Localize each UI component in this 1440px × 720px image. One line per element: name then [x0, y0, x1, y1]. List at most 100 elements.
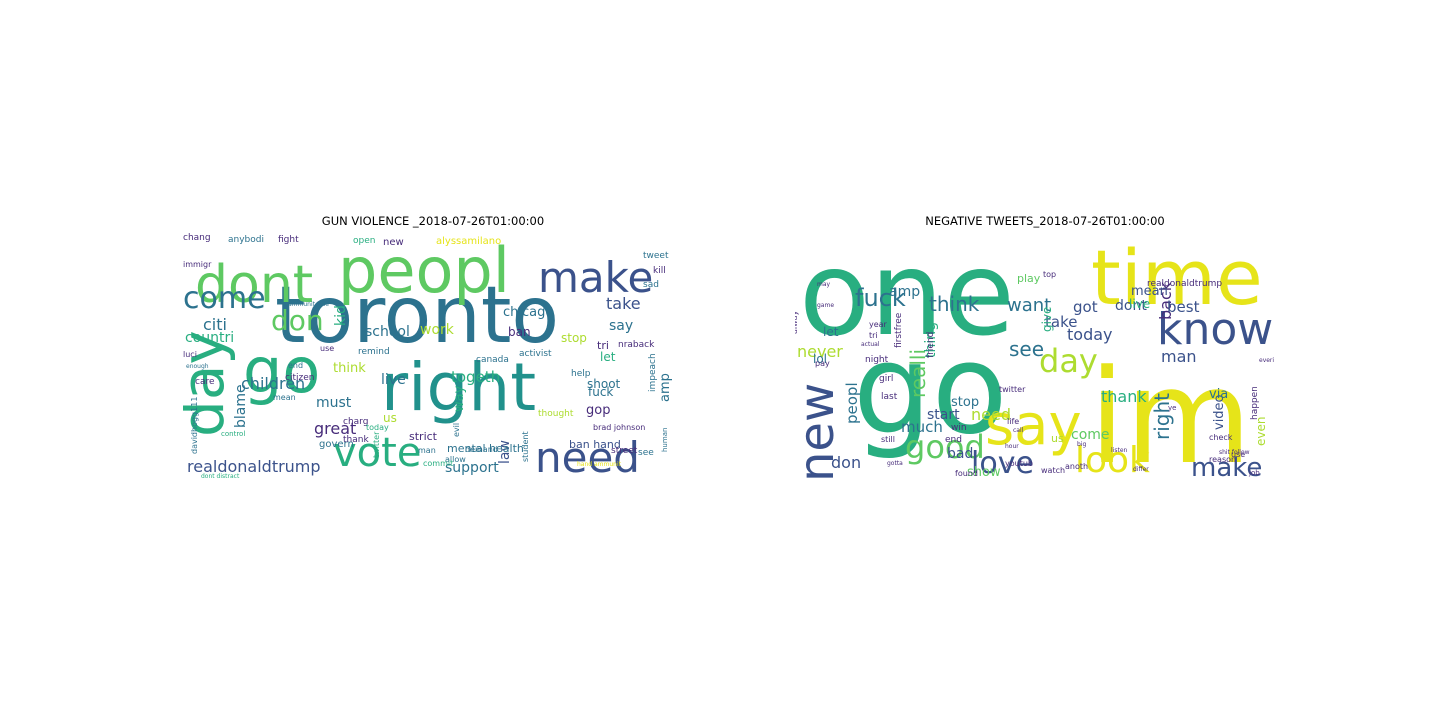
word-dont-distract: dont distract — [201, 473, 240, 480]
word-thought: thought — [538, 409, 574, 419]
word-davidhogg111: davidhogg111 — [190, 397, 199, 454]
word-come: come — [1071, 427, 1110, 443]
word-brad-johnson: brad johnson — [593, 423, 645, 432]
word-today: today — [366, 423, 389, 432]
word-see: see — [1009, 337, 1044, 361]
word-immigr: immigr — [183, 260, 212, 269]
word-day: day — [1039, 342, 1098, 380]
word-gop: gop — [586, 403, 610, 418]
word-friend: friend — [926, 332, 936, 358]
word-back: back — [1156, 281, 1175, 320]
word-law: law — [497, 440, 513, 464]
word-tri: tri — [597, 339, 609, 352]
word-never: never — [797, 342, 843, 361]
word-activist: activist — [519, 349, 552, 359]
word-commit: commit — [423, 459, 453, 468]
word-govern: govern — [319, 439, 354, 450]
word-use: use — [1231, 450, 1245, 459]
word-last: last — [881, 392, 898, 402]
word-dont: dont — [1115, 298, 1147, 314]
word-listen: listen — [1111, 447, 1128, 454]
word-think: think — [929, 292, 980, 316]
word-found: found — [955, 469, 978, 478]
word-children: children — [241, 374, 305, 393]
word-hand-ammunit: hand ammunit — [577, 461, 622, 468]
word-countri: countri — [185, 330, 234, 346]
word-see: see — [638, 448, 654, 458]
word-man: man — [418, 446, 436, 455]
word-don: don — [831, 453, 861, 472]
word-look: look — [1075, 440, 1150, 481]
word-game: game — [817, 302, 834, 309]
word-ban: ban — [508, 325, 531, 339]
word-firstfree: firstfree — [894, 312, 904, 348]
gun-violence-wordcloud: toronto right go peopl dont day make need vote co… — [183, 232, 680, 482]
word-come: come — [183, 281, 266, 316]
word-alyssamilano: alyssamilano — [436, 236, 501, 247]
word-tri: tri — [869, 331, 878, 340]
word-youtub: youtub — [1005, 459, 1033, 468]
word-allow: allow — [445, 455, 466, 464]
word-let: let — [600, 350, 616, 364]
word-night: night — [865, 355, 889, 365]
word-tweet: tweet — [643, 251, 669, 261]
word-toronto: toronto — [275, 271, 559, 361]
word-shoot: shoot — [587, 377, 621, 391]
word-open: open — [353, 236, 375, 246]
word-great: great — [314, 419, 356, 438]
right-chart-title: NEGATIVE TWEETS_2018-07-26T01:00:00 — [925, 214, 1165, 228]
word-let: let — [823, 325, 839, 339]
word-happen: happen — [1250, 386, 1260, 420]
word-fuck: fuck — [588, 385, 613, 399]
word-twitter: twitter — [372, 431, 381, 458]
word-kid: kid — [333, 305, 349, 326]
word-lol: lol — [813, 352, 827, 366]
word-street: street — [611, 446, 638, 456]
word-differ: differ — [1133, 466, 1149, 473]
word-im: im — [1089, 341, 1252, 482]
word-best: best — [1167, 298, 1200, 316]
word-today: today — [1067, 325, 1113, 344]
word-enough: enough — [186, 363, 209, 370]
word-canada: canada — [476, 355, 509, 365]
word-mean: mean — [273, 393, 296, 402]
word-life: life — [1007, 417, 1019, 426]
word-charg: charg — [343, 417, 368, 427]
word-school: school — [365, 324, 410, 340]
word-live: live — [1129, 297, 1150, 311]
word-alway: alway — [795, 310, 799, 334]
word-mental-health: mental health — [447, 442, 524, 455]
word-impeach: impeach — [648, 353, 658, 392]
word-mean: mean — [1131, 284, 1168, 299]
word-right: right — [381, 349, 536, 426]
word-strict: strict — [409, 430, 438, 443]
word-check: check — [1209, 433, 1233, 442]
word-year: year — [869, 320, 888, 329]
word-remind: remind — [358, 347, 390, 357]
word-twitter: twitter — [999, 385, 1026, 394]
word-blame: blame — [233, 384, 249, 428]
word-anoth: anoth — [1065, 462, 1088, 471]
word-top: top — [1043, 270, 1056, 279]
word-ammunit-sale: ammunit sale — [288, 301, 329, 308]
word-peopl: peopl — [843, 382, 861, 424]
word-stop: stop — [561, 331, 587, 345]
word-day: day — [183, 330, 237, 437]
word-via: via — [1209, 387, 1228, 402]
word-job: job — [1248, 469, 1260, 477]
word-girl: girl — [879, 374, 893, 384]
word-vote: vote — [333, 430, 421, 476]
word-student: student — [521, 431, 530, 462]
word-evil: evil — [452, 423, 461, 437]
word-stop: stop — [951, 395, 979, 410]
negative-tweets-wordcloud: one im go time say know new look day good love make… — [795, 232, 1295, 482]
word-love: love — [971, 446, 1034, 481]
word-luci: luci — [183, 350, 197, 359]
word-realdonaldtrump: realdonaldtrump — [1147, 279, 1222, 289]
word-bad: bad — [947, 446, 973, 462]
left-chart-title: GUN VIOLENCE _2018-07-26T01:00:00 — [321, 214, 545, 228]
word-ban-hand: ban hand — [569, 438, 621, 451]
word-togeth: togeth — [451, 368, 500, 386]
word-end: end — [288, 361, 303, 370]
